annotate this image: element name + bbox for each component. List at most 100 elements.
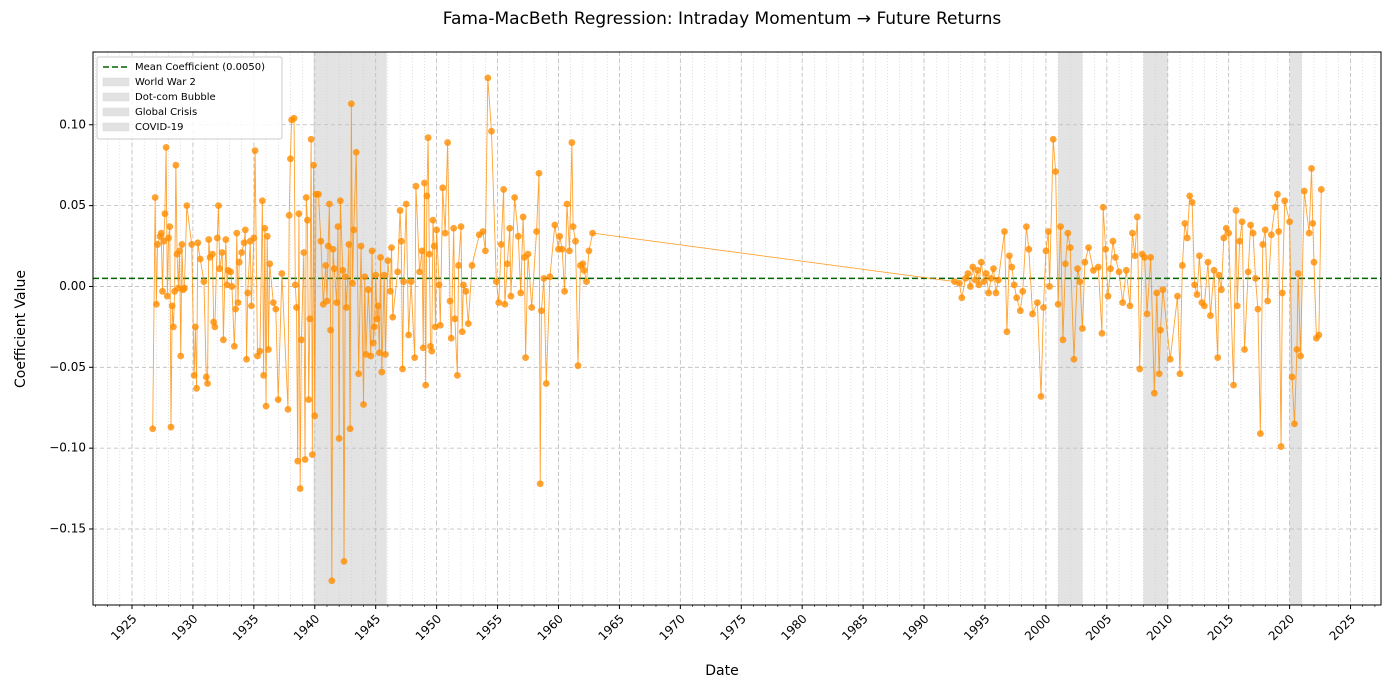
- data-point: [462, 287, 470, 295]
- data-point: [218, 249, 226, 256]
- data-point: [230, 342, 238, 350]
- data-point: [324, 242, 332, 250]
- data-point: [154, 241, 161, 248]
- data-point: [215, 202, 222, 210]
- data-point: [364, 286, 372, 294]
- data-point: [163, 292, 171, 300]
- data-point: [519, 213, 527, 221]
- data-point: [503, 260, 511, 268]
- data-point: [386, 287, 394, 295]
- data-point: [488, 127, 495, 135]
- data-point: [341, 273, 349, 281]
- data-point: [501, 300, 509, 308]
- data-point: [311, 412, 319, 420]
- data-point: [1085, 244, 1092, 252]
- data-point: [305, 396, 313, 404]
- data-point: [222, 236, 230, 243]
- data-point: [579, 260, 587, 268]
- data-point: [1274, 190, 1281, 198]
- data-point: [492, 278, 500, 286]
- legend-swatch: [102, 77, 130, 87]
- data-point: [328, 577, 336, 585]
- data-point: [1057, 223, 1064, 231]
- y-axis-label: Coefficient Value: [13, 270, 29, 388]
- data-point: [975, 281, 983, 289]
- data-point: [1136, 365, 1144, 373]
- data-point: [533, 228, 540, 235]
- data-point: [416, 268, 423, 276]
- data-point: [1207, 312, 1214, 319]
- data-point: [497, 241, 505, 248]
- data-point: [361, 273, 369, 281]
- data-point: [176, 247, 183, 255]
- data-point: [250, 234, 258, 242]
- data-point: [205, 236, 213, 243]
- data-point: [430, 242, 438, 250]
- data-layer: [93, 74, 1381, 585]
- data-point: [1186, 192, 1194, 200]
- data-point: [990, 265, 997, 273]
- data-point: [418, 247, 426, 255]
- data-point: [450, 224, 458, 232]
- legend-label: Mean Coefficient (0.0050): [135, 62, 265, 73]
- data-point: [382, 350, 389, 358]
- data-point: [196, 255, 204, 263]
- data-point: [1305, 229, 1313, 237]
- data-point: [569, 223, 577, 231]
- data-point: [162, 144, 170, 151]
- data-point: [269, 299, 277, 307]
- data-point: [297, 336, 305, 344]
- data-point: [425, 250, 433, 258]
- legend-label: COVID-19: [135, 122, 184, 133]
- data-point: [1174, 292, 1181, 300]
- legend-swatch: [102, 122, 130, 132]
- data-point: [227, 268, 235, 276]
- data-point: [334, 223, 342, 231]
- data-point: [1064, 229, 1072, 237]
- data-point: [1129, 229, 1136, 237]
- data-point: [542, 380, 550, 387]
- data-point: [402, 200, 410, 208]
- data-point: [1244, 268, 1252, 276]
- data-point: [1308, 165, 1315, 172]
- data-point: [235, 258, 243, 266]
- data-point: [977, 258, 985, 266]
- data-point: [1300, 187, 1308, 195]
- y-tick-label: 0.05: [59, 198, 86, 212]
- data-point: [1005, 252, 1013, 260]
- data-point: [178, 241, 186, 248]
- data-point: [514, 232, 522, 240]
- data-point: [251, 147, 259, 155]
- data-point: [194, 239, 202, 247]
- data-point: [447, 334, 455, 342]
- data-point: [1159, 286, 1167, 294]
- data-point: [1040, 304, 1047, 311]
- data-point: [346, 425, 354, 433]
- data-point: [177, 352, 185, 360]
- data-point: [1025, 245, 1033, 253]
- data-point: [240, 239, 248, 247]
- data-point: [1147, 253, 1155, 261]
- data-point: [327, 326, 335, 334]
- y-tick-label: −0.10: [49, 441, 86, 455]
- data-point: [453, 371, 461, 379]
- data-point: [1094, 263, 1102, 271]
- data-point: [1220, 234, 1228, 242]
- data-point: [310, 161, 317, 169]
- data-point: [149, 425, 157, 433]
- data-point: [458, 328, 466, 336]
- legend-label: Global Crisis: [135, 107, 197, 118]
- data-point: [955, 279, 963, 287]
- data-point: [183, 202, 191, 210]
- data-point: [1157, 326, 1164, 334]
- data-point: [1294, 270, 1302, 277]
- data-point: [200, 278, 208, 286]
- data-point: [1293, 346, 1301, 353]
- data-point: [1264, 297, 1272, 305]
- data-point: [330, 265, 338, 273]
- data-point: [1153, 289, 1161, 297]
- data-point: [479, 228, 487, 235]
- data-point: [1008, 263, 1016, 271]
- data-point: [1210, 266, 1218, 274]
- data-point: [1042, 247, 1050, 255]
